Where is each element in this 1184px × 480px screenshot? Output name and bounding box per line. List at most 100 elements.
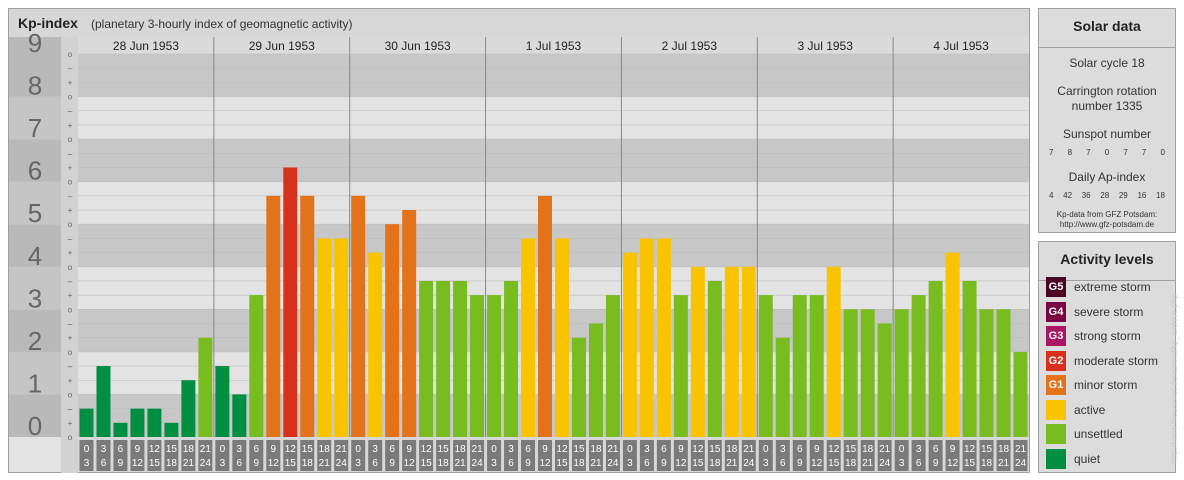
time-label-box bbox=[113, 440, 128, 471]
time-label-end: 24 bbox=[336, 458, 348, 469]
time-label-box bbox=[945, 440, 960, 471]
activity-level-item: G4 severe storm bbox=[1046, 301, 1143, 322]
time-label-end: 12 bbox=[404, 458, 416, 469]
time-label-start: 12 bbox=[285, 444, 297, 455]
time-label-end: 3 bbox=[491, 458, 497, 469]
activity-level-swatch: G3 bbox=[1046, 326, 1066, 346]
time-label-box bbox=[436, 440, 451, 471]
time-label-end: 3 bbox=[627, 458, 633, 469]
kp-bar bbox=[453, 280, 468, 437]
y-tick-label: 1 bbox=[28, 368, 42, 398]
time-label-box bbox=[639, 440, 654, 471]
time-label-end: 6 bbox=[508, 458, 514, 469]
time-label-box bbox=[605, 440, 620, 471]
activity-level-label: strong storm bbox=[1074, 329, 1141, 343]
activity-level-swatch bbox=[1046, 448, 1066, 469]
time-label-end: 21 bbox=[862, 458, 874, 469]
time-label-box bbox=[232, 440, 247, 471]
y-tick-label: 0 bbox=[28, 411, 42, 441]
time-label-start: 3 bbox=[237, 444, 243, 455]
time-label-start: 15 bbox=[438, 444, 450, 455]
sub-tick-label: – bbox=[68, 192, 73, 201]
sub-tick-label: + bbox=[68, 376, 73, 385]
kp-bar bbox=[843, 309, 858, 437]
carrington-line1: Carrington rotation bbox=[1057, 84, 1157, 98]
kp-bar bbox=[826, 266, 841, 437]
kp-bar bbox=[368, 252, 383, 437]
kp-bar bbox=[164, 422, 179, 437]
sub-tick-label: o bbox=[68, 135, 73, 144]
time-label-end: 6 bbox=[916, 458, 922, 469]
y-tick-label: 5 bbox=[28, 198, 42, 228]
watermark: http://www.theusenet.de/auroral/kp_archi… bbox=[1170, 294, 1179, 463]
kp-bar bbox=[470, 295, 485, 437]
y-label-band bbox=[9, 266, 61, 310]
y-label-band bbox=[9, 54, 61, 97]
time-label-end: 9 bbox=[797, 458, 803, 469]
time-label-box bbox=[707, 440, 722, 471]
sunspot-value: 0 bbox=[1104, 148, 1110, 157]
kp-bar bbox=[945, 252, 960, 437]
time-label-box bbox=[368, 440, 383, 471]
sub-tick-label: o bbox=[68, 433, 73, 442]
time-label-box bbox=[504, 440, 519, 471]
time-label-end: 6 bbox=[780, 458, 786, 469]
sunspot-value: 7 bbox=[1141, 148, 1147, 157]
kp-bar bbox=[215, 366, 230, 437]
activity-level-label: extreme storm bbox=[1074, 280, 1151, 294]
time-label-box bbox=[673, 440, 688, 471]
sub-tick-label: – bbox=[68, 149, 73, 158]
time-label-box bbox=[588, 440, 603, 471]
time-label-box bbox=[690, 440, 705, 471]
time-label-box bbox=[809, 440, 824, 471]
sub-tick-label: – bbox=[68, 405, 73, 414]
sub-tick-label: – bbox=[68, 64, 73, 73]
kp-bar bbox=[317, 238, 332, 437]
sub-tick-label: o bbox=[68, 93, 73, 102]
time-label-start: 9 bbox=[135, 444, 141, 455]
time-label-end: 15 bbox=[149, 458, 161, 469]
time-label-start: 9 bbox=[814, 444, 820, 455]
ap-values: 4 42 36 28 29 16 18 bbox=[1039, 191, 1175, 200]
time-label-box bbox=[979, 440, 994, 471]
kp-bar bbox=[673, 295, 688, 437]
time-label-start: 21 bbox=[879, 444, 891, 455]
time-label-start: 9 bbox=[950, 444, 956, 455]
sub-tick-label: – bbox=[68, 362, 73, 371]
time-label-end: 24 bbox=[743, 458, 755, 469]
time-label-box bbox=[283, 440, 298, 471]
sub-tick-label: – bbox=[68, 234, 73, 243]
time-label-box bbox=[79, 440, 94, 471]
time-label-end: 3 bbox=[355, 458, 361, 469]
time-label-end: 9 bbox=[525, 458, 531, 469]
carrington-line2: number 1335 bbox=[1071, 99, 1143, 113]
sub-tick-label: + bbox=[68, 249, 73, 258]
time-label-box bbox=[928, 440, 943, 471]
time-label-start: 21 bbox=[336, 444, 348, 455]
time-label-end: 12 bbox=[675, 458, 687, 469]
time-label-end: 6 bbox=[644, 458, 650, 469]
y-tick-label: 8 bbox=[28, 71, 42, 101]
day-label: 30 Jun 1953 bbox=[385, 39, 451, 53]
time-label-box bbox=[334, 440, 349, 471]
kp-bar bbox=[758, 295, 773, 437]
time-label-box bbox=[487, 440, 502, 471]
ap-value: 42 bbox=[1063, 191, 1073, 200]
activity-level-label: minor storm bbox=[1074, 378, 1138, 392]
time-label-start: 9 bbox=[271, 444, 277, 455]
kp-bar bbox=[996, 309, 1011, 437]
time-label-start: 0 bbox=[899, 444, 905, 455]
time-label-end: 9 bbox=[254, 458, 260, 469]
time-label-end: 15 bbox=[285, 458, 297, 469]
time-label-box bbox=[521, 440, 536, 471]
time-label-end: 9 bbox=[933, 458, 939, 469]
time-label-end: 18 bbox=[845, 458, 857, 469]
time-label-box bbox=[402, 440, 417, 471]
kp-bar bbox=[79, 408, 94, 437]
kp-bar bbox=[181, 380, 196, 437]
kp-bar bbox=[639, 238, 654, 437]
time-label-end: 18 bbox=[981, 458, 993, 469]
kp-bar bbox=[877, 323, 892, 437]
time-label-start: 6 bbox=[389, 444, 395, 455]
time-label-box bbox=[758, 440, 773, 471]
